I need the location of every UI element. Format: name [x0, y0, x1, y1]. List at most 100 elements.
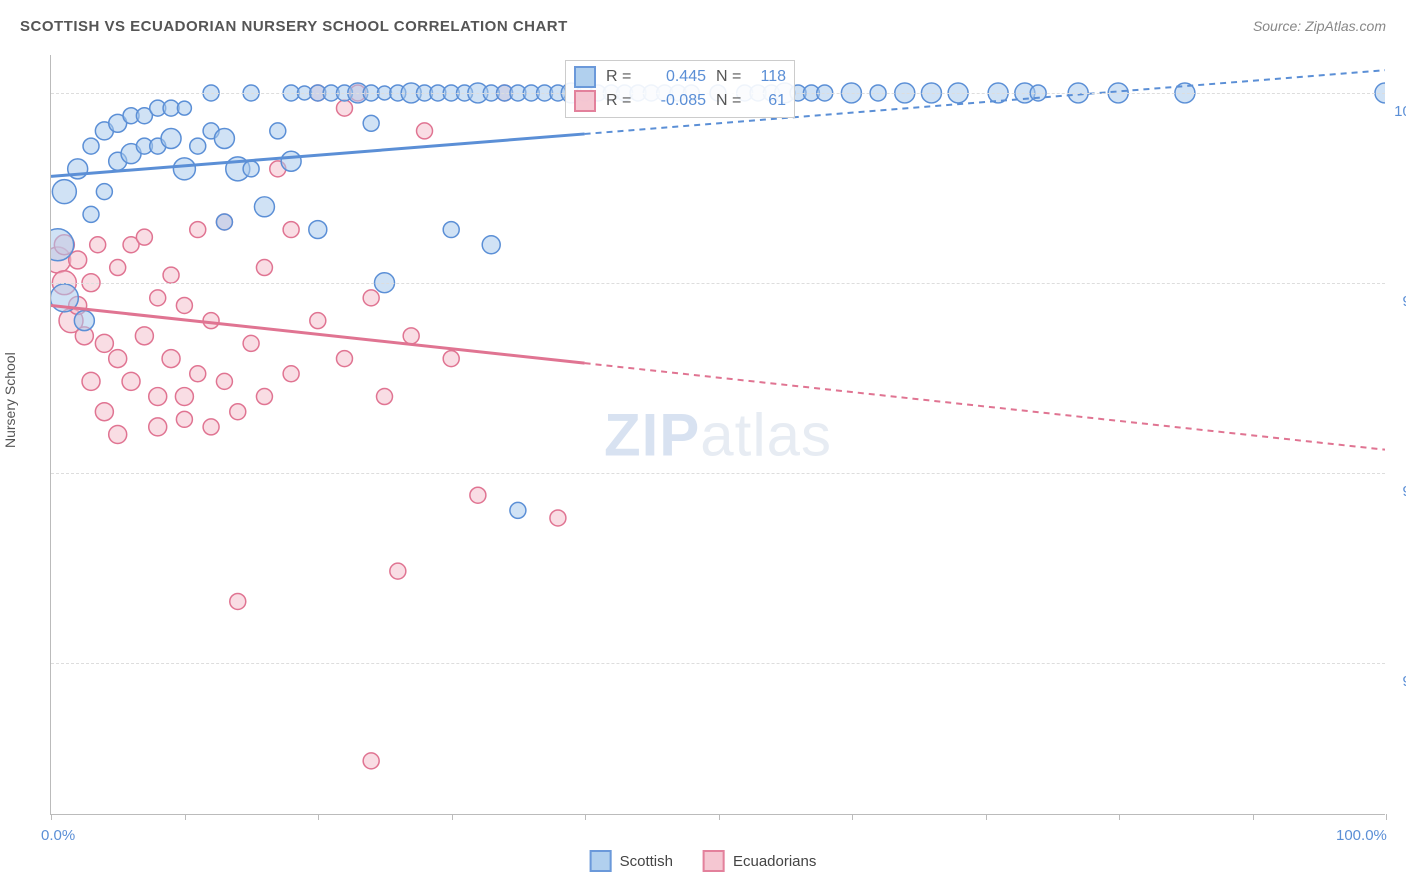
- data-point: [95, 403, 113, 421]
- data-point: [363, 290, 379, 306]
- n-value-scottish: 118: [756, 68, 786, 86]
- y-tick-label: 100.0%: [1394, 103, 1406, 120]
- data-point: [150, 290, 166, 306]
- watermark-prefix: ZIP: [604, 401, 700, 468]
- data-point: [281, 151, 301, 171]
- regression-line: [51, 134, 585, 177]
- data-point: [96, 184, 112, 200]
- data-point: [162, 350, 180, 368]
- chart-title: SCOTTISH VS ECUADORIAN NURSERY SCHOOL CO…: [20, 18, 568, 35]
- data-point: [482, 236, 500, 254]
- data-point: [417, 123, 433, 139]
- data-point: [243, 335, 259, 351]
- regression-line: [51, 305, 585, 363]
- r-label: R =: [606, 68, 636, 86]
- legend-item-ecuadorians: Ecuadorians: [703, 850, 816, 872]
- data-point: [121, 144, 141, 164]
- data-point: [136, 229, 152, 245]
- data-point: [336, 351, 352, 367]
- data-point: [122, 372, 140, 390]
- data-point: [161, 129, 181, 149]
- data-point: [136, 108, 152, 124]
- data-point: [190, 366, 206, 382]
- watermark: ZIPatlas: [604, 400, 832, 469]
- data-point: [163, 267, 179, 283]
- r-value-ecuadorians: -0.085: [646, 92, 706, 110]
- data-point: [443, 351, 459, 367]
- regression-line-dashed: [585, 363, 1385, 450]
- data-point: [90, 237, 106, 253]
- data-point: [150, 100, 166, 116]
- correlation-legend: R = 0.445 N = 118 R = -0.085 N = 61: [565, 60, 795, 118]
- x-tick-label: 0.0%: [41, 827, 75, 844]
- data-point: [550, 510, 566, 526]
- data-point: [95, 122, 113, 140]
- data-point: [390, 563, 406, 579]
- data-point: [51, 229, 74, 261]
- r-value-scottish: 0.445: [646, 68, 706, 86]
- data-point: [59, 309, 83, 333]
- data-point: [74, 311, 94, 331]
- data-point: [203, 419, 219, 435]
- data-point: [149, 418, 167, 436]
- data-point: [109, 426, 127, 444]
- data-point: [123, 237, 139, 253]
- data-point: [69, 296, 87, 314]
- data-point: [176, 411, 192, 427]
- data-point: [109, 152, 127, 170]
- data-point: [363, 115, 379, 131]
- legend-row-scottish: R = 0.445 N = 118: [574, 65, 786, 89]
- data-point: [123, 108, 139, 124]
- data-point: [150, 138, 166, 154]
- data-point: [403, 328, 419, 344]
- data-point: [470, 487, 486, 503]
- series-legend: Scottish Ecuadorians: [590, 850, 817, 872]
- data-point: [377, 389, 393, 405]
- n-label: N =: [716, 68, 746, 86]
- data-point: [110, 260, 126, 276]
- legend-item-scottish: Scottish: [590, 850, 673, 872]
- y-tick-label: 92.5%: [1402, 673, 1406, 690]
- swatch-scottish-icon: [590, 850, 612, 872]
- data-point: [510, 502, 526, 518]
- data-point: [216, 214, 232, 230]
- data-point: [283, 366, 299, 382]
- data-point: [135, 327, 153, 345]
- data-point: [230, 593, 246, 609]
- swatch-scottish: [574, 66, 596, 88]
- plot-area: ZIPatlas 92.5%95.0%97.5%100.0%0.0%100.0%: [50, 55, 1385, 815]
- data-point: [163, 100, 179, 116]
- data-point: [270, 161, 286, 177]
- data-point: [52, 180, 76, 204]
- data-point: [109, 114, 127, 132]
- data-point: [256, 260, 272, 276]
- data-point: [216, 373, 232, 389]
- n-label: N =: [716, 92, 746, 110]
- data-point: [310, 313, 326, 329]
- swatch-ecuadorians: [574, 90, 596, 112]
- legend-row-ecuadorians: R = -0.085 N = 61: [574, 89, 786, 113]
- data-point: [443, 222, 459, 238]
- y-tick-label: 97.5%: [1402, 293, 1406, 310]
- data-point: [270, 123, 286, 139]
- data-point: [336, 100, 352, 116]
- data-point: [214, 129, 234, 149]
- data-point: [243, 161, 259, 177]
- y-axis-title: Nursery School: [2, 352, 18, 448]
- data-point: [175, 388, 193, 406]
- data-point: [68, 159, 88, 179]
- data-point: [149, 388, 167, 406]
- n-value-ecuadorians: 61: [756, 92, 786, 110]
- data-point: [95, 334, 113, 352]
- data-point: [363, 753, 379, 769]
- data-point: [136, 138, 152, 154]
- data-point: [256, 389, 272, 405]
- data-point: [51, 284, 78, 312]
- data-point: [177, 101, 191, 115]
- source-label: Source: ZipAtlas.com: [1253, 18, 1386, 34]
- chart-container: SCOTTISH VS ECUADORIAN NURSERY SCHOOL CO…: [0, 0, 1406, 892]
- legend-label-ecuadorians: Ecuadorians: [733, 853, 816, 870]
- data-point: [83, 206, 99, 222]
- data-point: [190, 138, 206, 154]
- data-point: [309, 221, 327, 239]
